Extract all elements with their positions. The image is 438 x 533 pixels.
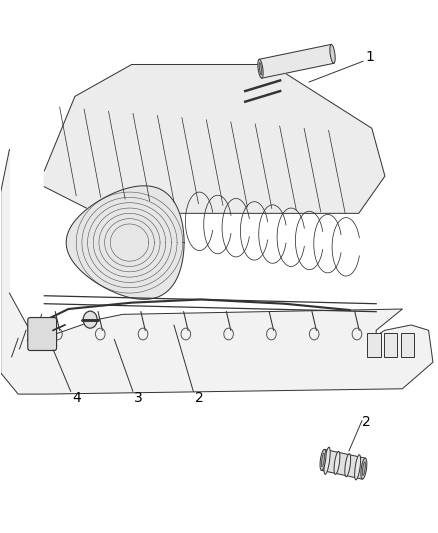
Ellipse shape [258, 59, 263, 78]
Polygon shape [66, 186, 184, 300]
Ellipse shape [362, 462, 365, 475]
Polygon shape [259, 44, 334, 78]
Polygon shape [321, 449, 365, 479]
Ellipse shape [321, 453, 325, 467]
Ellipse shape [330, 44, 335, 63]
Polygon shape [44, 64, 385, 213]
Ellipse shape [320, 449, 326, 470]
Ellipse shape [345, 454, 351, 477]
Ellipse shape [324, 447, 330, 474]
Text: 3: 3 [134, 391, 143, 405]
Text: 2: 2 [195, 391, 204, 405]
Ellipse shape [334, 451, 340, 474]
Text: 4: 4 [73, 391, 81, 405]
Ellipse shape [355, 455, 360, 480]
Ellipse shape [259, 62, 262, 75]
Text: 2: 2 [362, 415, 371, 429]
Bar [367, 333, 381, 357]
Circle shape [83, 311, 97, 328]
Ellipse shape [361, 458, 367, 479]
Bar [384, 333, 397, 357]
FancyBboxPatch shape [28, 318, 57, 351]
Polygon shape [1, 150, 433, 394]
Bar [401, 333, 414, 357]
Text: 1: 1 [365, 50, 374, 63]
